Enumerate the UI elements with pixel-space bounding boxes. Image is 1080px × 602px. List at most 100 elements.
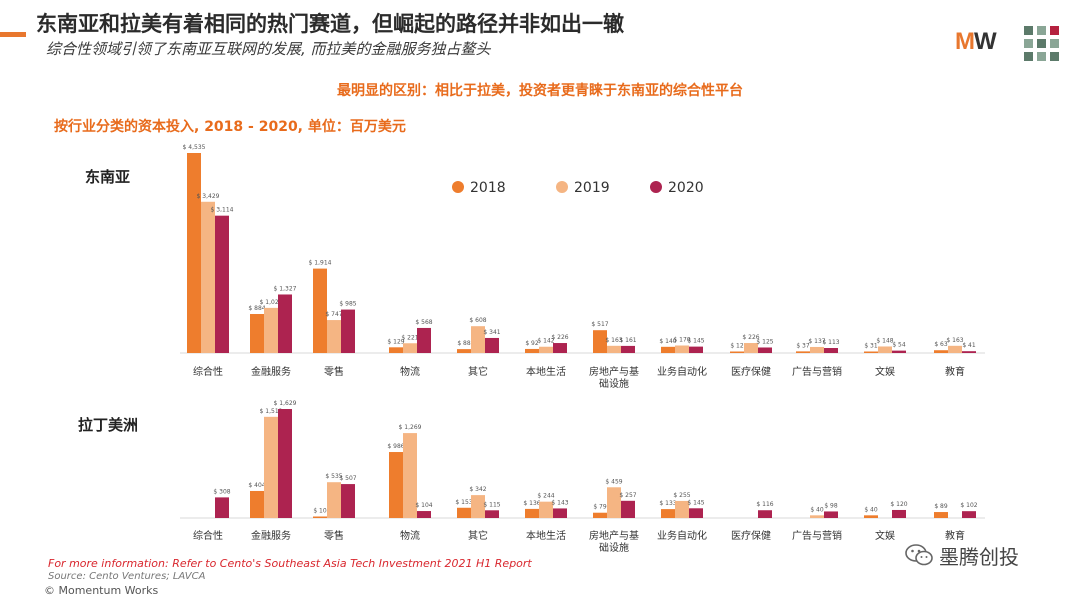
- data-label: $ 1,512: [260, 408, 283, 415]
- data-label: $ 404: [248, 482, 265, 489]
- bar: [661, 509, 675, 518]
- bar: [389, 347, 403, 353]
- bar: [892, 350, 906, 353]
- bar: [215, 215, 229, 353]
- bar: [864, 351, 878, 353]
- wechat-name: 墨腾创投: [939, 544, 1019, 569]
- data-label: $ 608: [469, 317, 486, 324]
- data-label: $ 120: [890, 501, 907, 508]
- category-label: 业务自动化: [657, 529, 707, 542]
- data-label: $ 88: [457, 340, 471, 347]
- category-label: 文娱: [875, 365, 895, 378]
- bar: [457, 507, 471, 518]
- bar: [621, 345, 635, 353]
- bar: [730, 351, 744, 353]
- data-label: $ 1,629: [274, 400, 297, 407]
- data-label: $ 1,023: [260, 299, 283, 306]
- data-label: $ 41: [962, 342, 976, 349]
- data-label: $ 4,535: [183, 144, 206, 151]
- data-label: $ 986: [387, 443, 404, 450]
- key-finding: 最明显的区别：相比于拉美，投资者更青睐于东南亚的综合性平台: [337, 83, 743, 99]
- data-label: $ 116: [756, 501, 773, 508]
- category-label: 其它: [468, 365, 488, 378]
- bar: [201, 201, 215, 353]
- more-info-note: For more information: Refer to Cento's S…: [48, 557, 532, 570]
- data-label: $ 129: [387, 338, 404, 345]
- bar: [471, 495, 485, 518]
- category-label: 零售: [324, 365, 344, 378]
- bar: [810, 515, 824, 518]
- legend-label: 2019: [574, 180, 610, 196]
- data-label: $ 92: [525, 340, 539, 347]
- bar: [948, 345, 962, 353]
- bar: [758, 510, 772, 518]
- data-label: $ 10: [313, 508, 327, 515]
- data-label: $ 145: [687, 499, 704, 506]
- category-label: 综合性: [193, 365, 223, 378]
- bar: [689, 508, 703, 518]
- data-label: $ 3,114: [211, 207, 234, 214]
- data-label: $ 148: [876, 337, 893, 344]
- data-label: $ 37: [796, 342, 810, 349]
- category-label: 础设施: [599, 541, 629, 554]
- data-label: $ 257: [619, 492, 636, 499]
- category-label: 房地产与基: [589, 365, 639, 378]
- title-accent-bar: [0, 32, 26, 37]
- bar: [485, 510, 499, 518]
- data-label: $ 140: [659, 338, 676, 345]
- bar: [675, 345, 689, 353]
- data-label: $ 54: [892, 342, 906, 349]
- bar: [341, 484, 355, 518]
- legend-marker: [556, 181, 568, 193]
- data-label: $ 747: [325, 311, 342, 318]
- category-label: 医疗保健: [731, 529, 771, 542]
- category-label: 广告与营销: [792, 365, 842, 378]
- bar: [689, 346, 703, 353]
- bar: [525, 348, 539, 353]
- chart-title: 按行业分类的资本投入, 2018 - 2020, 单位：百万美元: [54, 119, 406, 135]
- source-note: Source: Cento Ventures; LAVCA: [48, 571, 206, 582]
- bar: [553, 343, 567, 353]
- data-label: $ 459: [605, 478, 622, 485]
- category-label: 本地生活: [526, 529, 566, 542]
- bar: [457, 349, 471, 353]
- data-label: $ 308: [213, 488, 230, 495]
- bar: [593, 512, 607, 518]
- data-label: $ 517: [591, 321, 608, 328]
- category-label: 础设施: [599, 377, 629, 390]
- grid-logo-icon: [1024, 26, 1059, 61]
- bar: [215, 497, 229, 518]
- bar: [403, 343, 417, 353]
- bar: [250, 490, 264, 518]
- bar: [250, 314, 264, 353]
- data-label: $ 163: [605, 337, 622, 344]
- legend-label: 2018: [470, 180, 506, 196]
- data-label: $ 1,269: [399, 424, 422, 431]
- bar: [661, 346, 675, 353]
- data-label: $ 125: [756, 338, 773, 345]
- bar: [403, 433, 417, 518]
- region-label: 拉丁美洲: [78, 416, 138, 434]
- category-label: 医疗保健: [731, 365, 771, 378]
- data-label: $ 31: [864, 343, 878, 350]
- data-label: $ 79: [593, 504, 607, 511]
- data-label: $ 63: [934, 341, 948, 348]
- bar: [934, 512, 948, 518]
- category-label: 教育: [945, 529, 965, 542]
- data-label: $ 535: [325, 473, 342, 480]
- bar: [864, 515, 878, 518]
- bar: [417, 327, 431, 353]
- bar: [341, 309, 355, 353]
- data-label: $ 143: [551, 499, 568, 506]
- wechat-icon: [905, 544, 933, 566]
- data-label: $ 104: [415, 502, 432, 509]
- bar: [278, 409, 292, 518]
- bar: [934, 350, 948, 353]
- data-label: $ 89: [934, 503, 948, 510]
- bar: [525, 508, 539, 518]
- bar: [607, 345, 621, 353]
- data-label: $ 170: [673, 337, 690, 344]
- bar: [327, 482, 341, 518]
- category-label: 业务自动化: [657, 365, 707, 378]
